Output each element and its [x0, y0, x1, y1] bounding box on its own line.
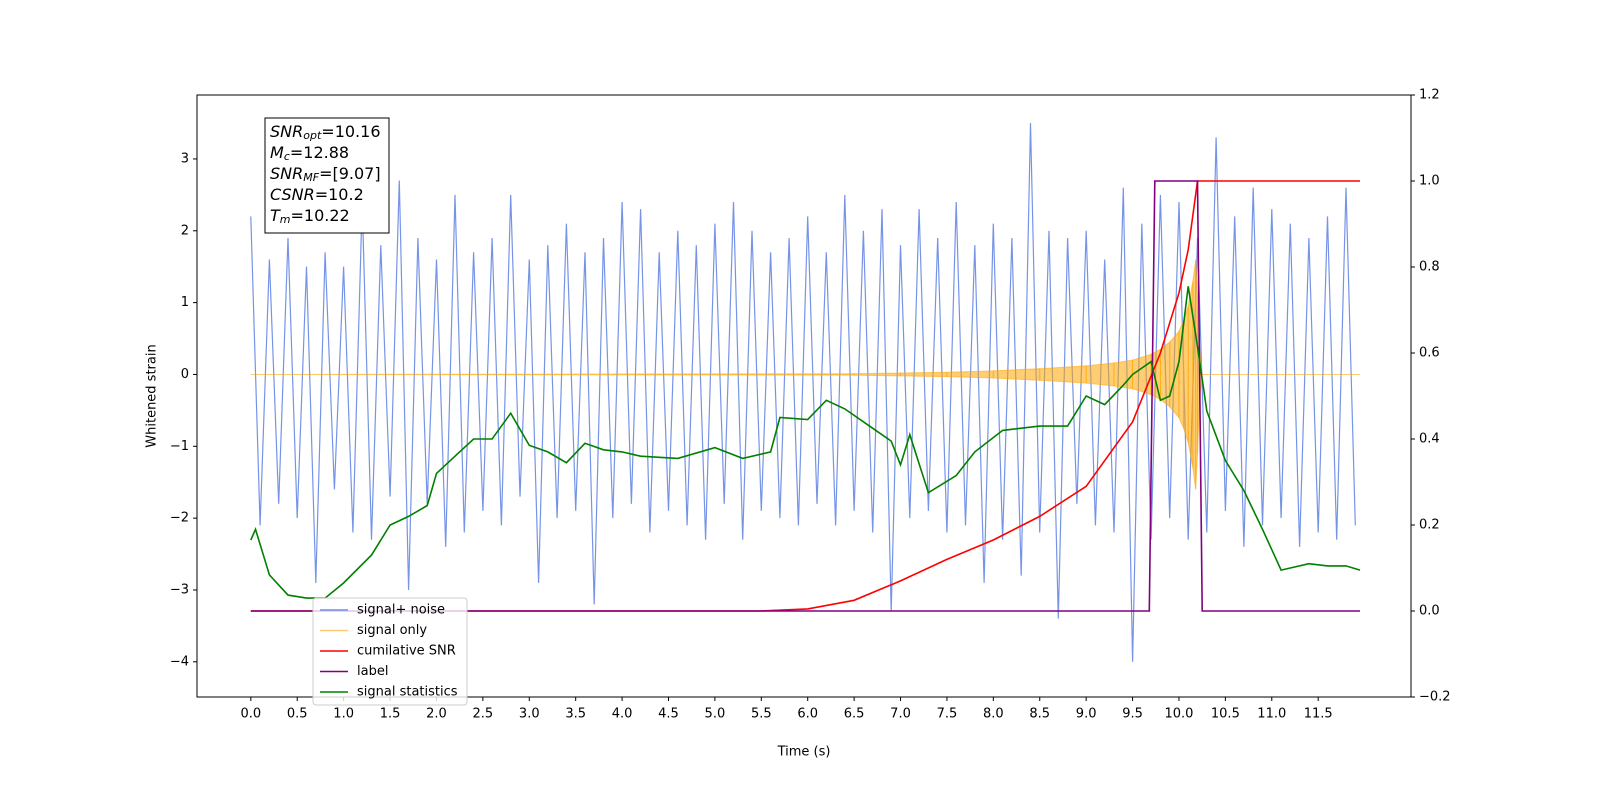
- annotation-text: Tm=10.22: [270, 206, 350, 227]
- annotation-subscript: c: [284, 150, 290, 163]
- x-tick-label: 2.0: [426, 707, 447, 722]
- y-tick-label: −3: [170, 582, 189, 597]
- signal-envelope: [900, 371, 948, 378]
- y2-tick-label: 0.8: [1419, 260, 1440, 275]
- legend-label: signal only: [357, 623, 427, 638]
- x-tick-label: 9.5: [1122, 707, 1143, 722]
- series-line: [250, 122, 1356, 662]
- x-tick-label: 0.5: [287, 707, 308, 722]
- signal-envelope: [250, 373, 855, 376]
- x-tick-label: 5.5: [751, 707, 772, 722]
- y2-tick-label: −0.2: [1419, 690, 1451, 705]
- legend-label: cumilative SNR: [357, 644, 456, 659]
- annotation-subscript: opt: [303, 129, 322, 142]
- x-tick-label: 7.0: [890, 707, 911, 722]
- x-tick-label: 10.5: [1211, 707, 1240, 722]
- x-tick-label: 9.0: [1076, 707, 1097, 722]
- y2-tick-label: 0.4: [1419, 432, 1440, 447]
- y2-tick-label: 0.2: [1419, 518, 1440, 533]
- annotation-text: Mc=12.88: [270, 143, 349, 164]
- annotation-value: =12.88: [290, 143, 349, 162]
- signal-envelope: [1085, 362, 1115, 387]
- annotation-symbol: SNR: [270, 122, 303, 141]
- y2-tick-label: 0.6: [1419, 346, 1440, 361]
- annotation-frame: [264, 117, 390, 234]
- y-tick-label: 2: [181, 223, 189, 238]
- series-line: [250, 180, 1360, 612]
- annotation-value: =10.16: [321, 122, 380, 141]
- annotation-value: =10.22: [291, 206, 350, 225]
- x-tick-label: 2.5: [473, 707, 494, 722]
- x-tick-label: 4.0: [612, 707, 633, 722]
- annotation-subscript: MF: [303, 171, 319, 184]
- y-tick-label: −2: [170, 511, 189, 526]
- plot-area: [250, 122, 1361, 662]
- x-tick-label: 7.5: [937, 707, 958, 722]
- x-tick-label: 6.5: [844, 707, 865, 722]
- annotation-box: SNRopt=10.16Mc=12.88SNRMF=[9.07]CSNR=10.…: [264, 117, 390, 234]
- y-axis-label: Whitened strain: [145, 344, 160, 447]
- legend-label: signal statistics: [357, 685, 458, 700]
- x-tick-label: 6.0: [797, 707, 818, 722]
- y-tick-label: −1: [170, 439, 189, 454]
- annotation-text: SNRopt=10.16: [270, 122, 381, 143]
- annotation-text: SNRMF=[9.07]: [270, 164, 381, 185]
- annotation-symbol: M: [270, 143, 284, 162]
- annotation-symbol: T: [270, 206, 281, 225]
- x-tick-label: 10.0: [1164, 707, 1193, 722]
- x-tick-label: 11.5: [1304, 707, 1333, 722]
- annotation-symbol: CSNR: [270, 185, 315, 204]
- signal-envelope: [1169, 329, 1180, 419]
- legend: signal+ noise signal only cumilative SNR la…: [312, 597, 468, 706]
- y-tick-label: −4: [170, 654, 189, 669]
- x-tick-label: 1.5: [380, 707, 401, 722]
- x-tick-label: 11.0: [1257, 707, 1286, 722]
- x-tick-label: 8.5: [1029, 707, 1050, 722]
- signal-envelope: [1039, 365, 1087, 384]
- axes-frame: [196, 94, 1412, 698]
- annotation-text: CSNR=10.2: [270, 185, 364, 204]
- y2-tick-label: 1.2: [1419, 88, 1440, 103]
- signal-envelope: [1183, 306, 1189, 443]
- y-tick-label: 3: [181, 151, 189, 166]
- y2-tick-label: 0.0: [1419, 604, 1440, 619]
- annotation-value: =[9.07]: [319, 164, 381, 183]
- x-tick-label: 5.0: [705, 707, 726, 722]
- x-tick-label: 3.0: [519, 707, 540, 722]
- y2-tick-label: 1.0: [1419, 174, 1440, 189]
- annotation-symbol: SNR: [270, 164, 303, 183]
- signal-envelope: [1132, 353, 1152, 396]
- x-tick-label: 4.5: [658, 707, 679, 722]
- y-tick-label: 1: [181, 295, 189, 310]
- legend-label: signal+ noise: [357, 603, 445, 618]
- series-line: [250, 286, 1361, 599]
- signal-envelope: [992, 368, 1041, 381]
- signal-envelope: [946, 370, 994, 379]
- annotation-subscript: m: [280, 213, 291, 226]
- x-tick-label: 8.0: [983, 707, 1004, 722]
- y-tick-label: 0: [181, 367, 189, 382]
- x-tick-label: 0.0: [240, 707, 261, 722]
- x-tick-label: 3.5: [565, 707, 586, 722]
- signal-envelope: [853, 372, 902, 377]
- x-axis-label: Time (s): [777, 745, 831, 760]
- x-tick-label: 1.0: [333, 707, 354, 722]
- legend-label: label: [357, 664, 388, 679]
- series-line: [250, 180, 1360, 612]
- legend-frame: [312, 597, 468, 706]
- annotation-value: =10.2: [315, 185, 364, 204]
